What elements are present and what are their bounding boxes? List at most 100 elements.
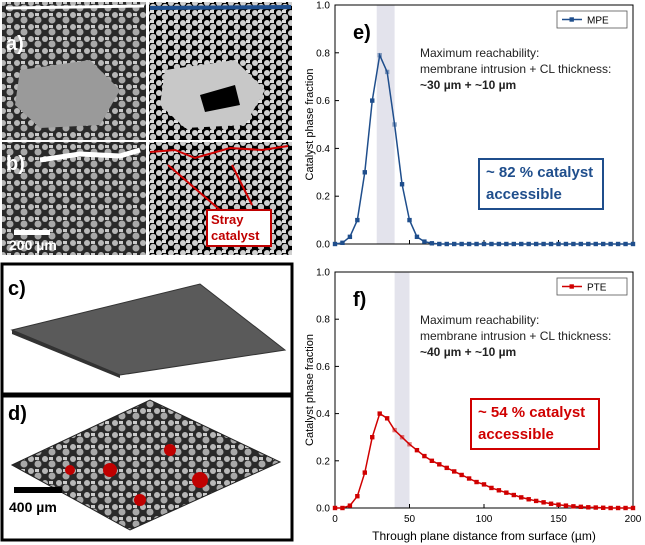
marker bbox=[511, 492, 516, 498]
marker bbox=[571, 241, 576, 247]
sem-particle bbox=[15, 60, 120, 128]
marker bbox=[392, 122, 397, 127]
marker bbox=[519, 495, 524, 500]
marker bbox=[384, 69, 390, 75]
marker bbox=[519, 241, 524, 247]
scale-bar bbox=[14, 230, 50, 235]
y-tick-label: 0.2 bbox=[316, 456, 330, 467]
marker bbox=[429, 241, 435, 246]
panel-label: b) bbox=[6, 153, 25, 175]
marker bbox=[630, 241, 636, 247]
marker bbox=[444, 465, 449, 471]
marker bbox=[623, 241, 628, 247]
marker bbox=[422, 239, 427, 244]
marker bbox=[407, 217, 412, 223]
x-tick-label: 150 bbox=[550, 514, 567, 525]
y-tick-label: 0.2 bbox=[316, 192, 330, 203]
annotation: ~40 µm + ~10 µm bbox=[420, 345, 516, 359]
y-tick-label: 0.0 bbox=[316, 504, 330, 515]
scale-bar bbox=[14, 487, 62, 493]
marker bbox=[548, 241, 554, 247]
marker bbox=[578, 241, 584, 247]
marker bbox=[630, 505, 636, 511]
marker bbox=[332, 505, 338, 511]
panel-label: f) bbox=[353, 289, 366, 311]
marker bbox=[608, 241, 613, 247]
marker bbox=[571, 504, 576, 509]
scale-label: 400 µm bbox=[9, 499, 57, 515]
marker bbox=[556, 241, 561, 247]
marker bbox=[593, 505, 598, 510]
annotation: Maximum reachability: bbox=[420, 46, 539, 60]
y-tick-label: 0.6 bbox=[316, 96, 330, 107]
render-edge bbox=[12, 330, 120, 378]
legend-box bbox=[556, 10, 628, 29]
y-axis-label: Catalyst phase fraction bbox=[304, 69, 316, 181]
marker bbox=[511, 241, 516, 247]
y-tick-label: 0.8 bbox=[316, 315, 330, 326]
stray-label: Stray catalyst bbox=[206, 209, 272, 247]
marker bbox=[414, 234, 420, 240]
marker bbox=[504, 490, 509, 495]
marker bbox=[556, 502, 561, 507]
marker bbox=[377, 52, 382, 58]
panel-label: c) bbox=[8, 278, 26, 300]
marker bbox=[586, 241, 591, 247]
y-axis-label: Catalyst phase fraction bbox=[304, 334, 316, 446]
marker bbox=[407, 442, 412, 447]
y-tick-label: 0.8 bbox=[316, 48, 330, 59]
marker bbox=[586, 505, 591, 510]
legend-marker bbox=[569, 284, 574, 289]
marker bbox=[481, 482, 487, 487]
marker bbox=[615, 505, 621, 511]
x-tick-label: 200 bbox=[625, 514, 642, 525]
marker bbox=[593, 241, 598, 247]
highlight-band bbox=[394, 272, 410, 508]
marker bbox=[414, 447, 420, 453]
marker bbox=[474, 241, 479, 247]
marker bbox=[496, 241, 502, 247]
y-tick-label: 0.4 bbox=[316, 409, 330, 420]
panel-label: a) bbox=[6, 33, 24, 55]
render-catalyst bbox=[65, 465, 75, 475]
surface-line bbox=[39, 147, 141, 163]
marker bbox=[533, 241, 539, 247]
render-catalyst bbox=[134, 494, 146, 506]
legend-box bbox=[556, 277, 628, 296]
marker bbox=[601, 505, 606, 510]
callout: ~ 54 % catalyst accessible bbox=[470, 398, 600, 450]
x-axis-label: Through plane distance from surface (µm) bbox=[372, 529, 596, 543]
marker bbox=[504, 241, 509, 247]
marker bbox=[452, 241, 457, 247]
marker bbox=[466, 476, 472, 481]
marker bbox=[526, 497, 531, 502]
marker bbox=[347, 503, 353, 508]
binary-pore bbox=[200, 85, 240, 112]
legend-label: MPE bbox=[587, 16, 609, 27]
y-tick-label: 1.0 bbox=[316, 1, 330, 12]
marker bbox=[377, 411, 382, 416]
marker bbox=[437, 462, 442, 467]
panel-label: d) bbox=[8, 403, 27, 425]
marker bbox=[459, 472, 464, 478]
marker bbox=[347, 234, 353, 240]
render-slab bbox=[10, 399, 282, 531]
marker bbox=[563, 241, 569, 247]
legend-marker bbox=[569, 17, 574, 22]
marker bbox=[533, 498, 539, 504]
marker bbox=[340, 240, 345, 246]
x-tick-label: 0 bbox=[332, 514, 338, 525]
y-tick-label: 0.6 bbox=[316, 362, 330, 373]
marker bbox=[489, 241, 494, 247]
marker bbox=[481, 241, 487, 247]
annotation: Maximum reachability: bbox=[420, 313, 539, 327]
surface-line bbox=[149, 5, 292, 10]
marker bbox=[601, 241, 606, 247]
marker bbox=[370, 435, 375, 440]
plot-frame bbox=[334, 271, 634, 509]
marker bbox=[392, 427, 397, 433]
marker bbox=[340, 505, 345, 511]
marker bbox=[563, 503, 569, 508]
marker bbox=[615, 241, 621, 247]
